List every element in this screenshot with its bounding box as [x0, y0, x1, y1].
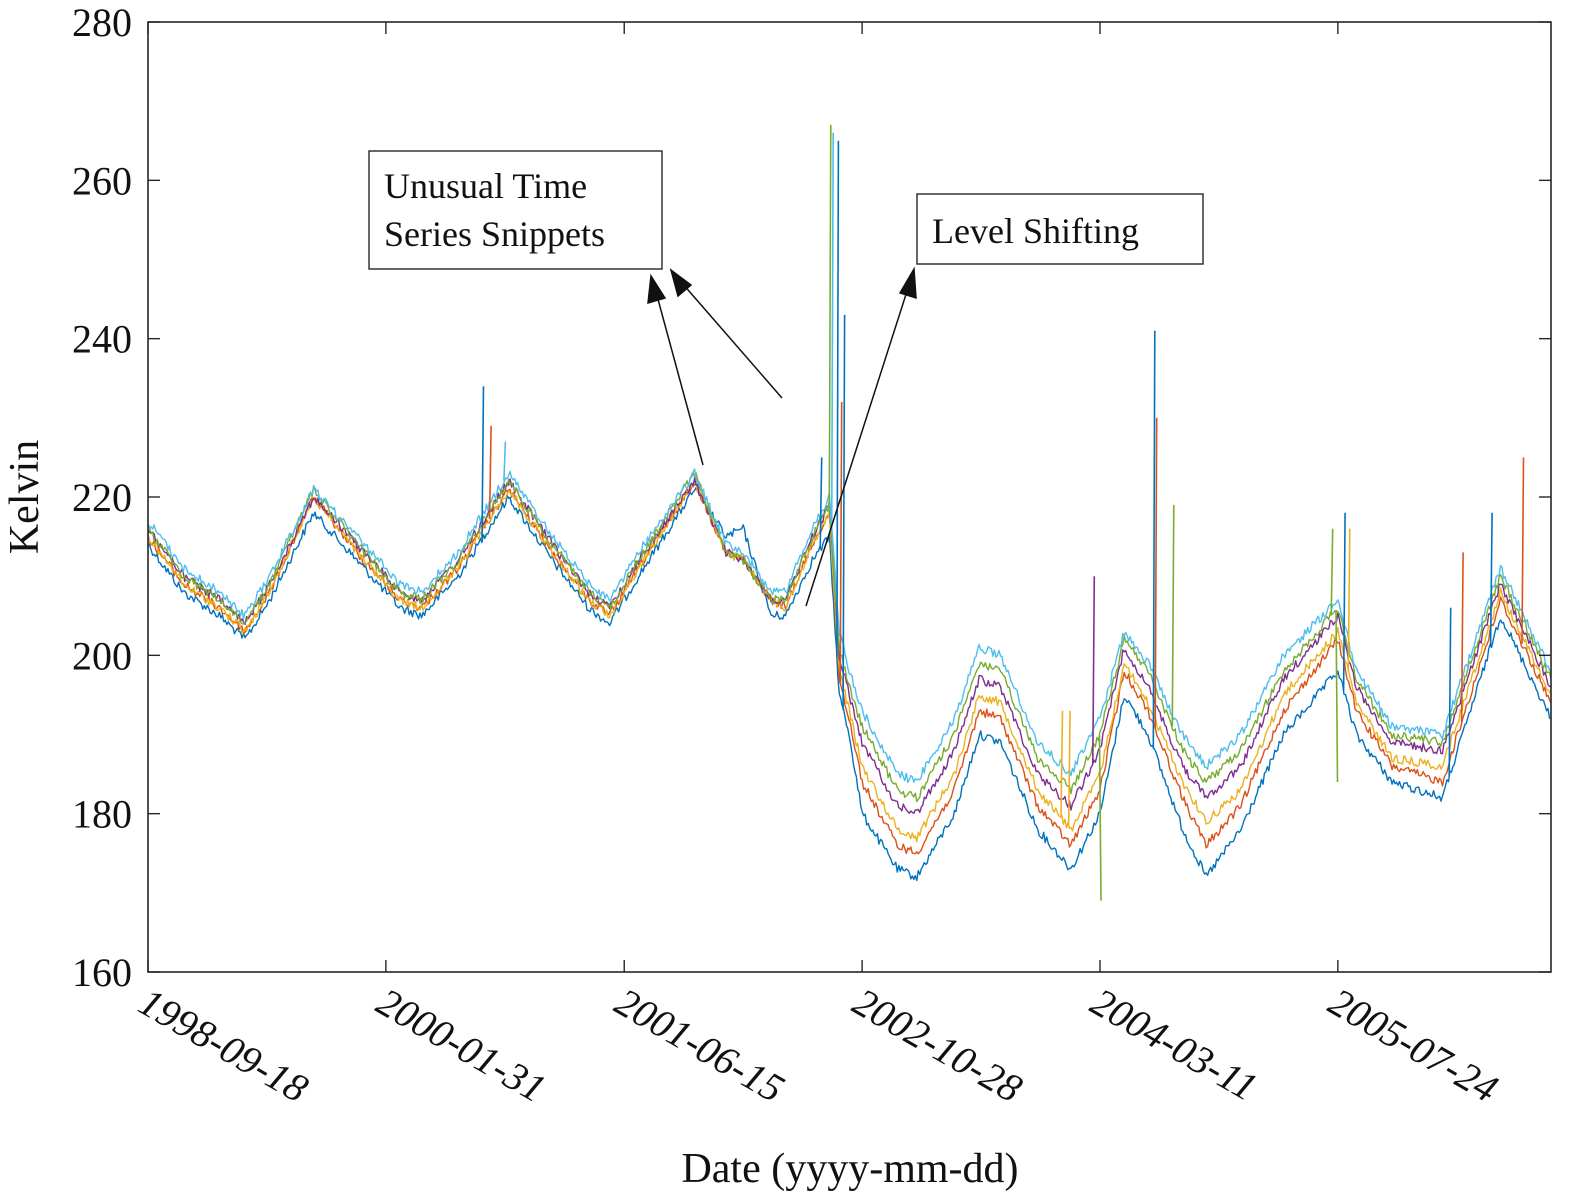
- spike-mark: [842, 314, 846, 711]
- arrow-line: [681, 282, 783, 399]
- y-axis: 160 180 200 220 240 260 280: [72, 0, 1551, 995]
- spike-mark: [1342, 512, 1346, 691]
- arrow-line: [655, 291, 704, 466]
- spike-mark: [1521, 457, 1525, 644]
- spike-mark: [481, 386, 485, 539]
- arrow-head: [647, 273, 667, 305]
- series-line-1: [147, 486, 1552, 882]
- spike-mark: [1448, 607, 1452, 777]
- y-tick-label: 240: [72, 317, 132, 362]
- x-tick-label: 2002-10-28: [846, 979, 1030, 1111]
- spike-mark: [503, 441, 507, 481]
- arrow-head: [898, 266, 917, 300]
- spike-mark: [1335, 610, 1339, 783]
- y-axis-label: Kelvin: [2, 440, 48, 554]
- annotation-text-line: Unusual Time: [384, 166, 587, 206]
- annotation-arrows: [647, 266, 917, 607]
- spike-layer: [481, 124, 1525, 901]
- spike-mark: [1489, 512, 1493, 648]
- y-tick-label: 280: [72, 0, 132, 45]
- y-tick-label: 260: [72, 158, 132, 203]
- spike-mark: [1098, 735, 1102, 901]
- series-line-6: [147, 468, 1552, 784]
- y-tick-label: 180: [72, 792, 132, 837]
- spike-mark: [819, 457, 823, 550]
- y-tick-label: 220: [72, 475, 132, 520]
- series-line-2: [147, 483, 1552, 855]
- spike-mark: [1347, 528, 1351, 672]
- arrow-line: [805, 284, 910, 607]
- spike-mark: [1067, 710, 1071, 827]
- arrow-head: [669, 268, 693, 298]
- annotation-unusual-snippets: Unusual Time Series Snippets: [368, 150, 663, 270]
- x-tick-label: 2000-01-31: [369, 979, 553, 1111]
- x-tick-label: 1998-09-18: [132, 979, 316, 1111]
- plot-area-frame: [147, 21, 1552, 973]
- x-tick-label: 2004-03-11: [1084, 979, 1266, 1110]
- annotation-box: [916, 193, 1204, 265]
- spike-mark: [1330, 528, 1334, 616]
- series-line-4: [147, 477, 1552, 814]
- spike-mark: [1154, 417, 1158, 729]
- x-axis-label: Date (yyyy-mm-dd): [681, 1146, 1018, 1192]
- x-tick-label: 2001-06-15: [608, 979, 792, 1111]
- annotation-text-line: Series Snippets: [384, 214, 605, 254]
- annotation-box: [368, 150, 663, 270]
- spike-mark: [1460, 552, 1464, 723]
- spike-mark: [1171, 504, 1175, 727]
- y-tick-label: 160: [72, 950, 132, 995]
- x-tick-label: 2005-07-24: [1321, 979, 1505, 1111]
- spike-mark: [488, 425, 492, 520]
- series-line-5: [148, 471, 1552, 803]
- annotation-text-line: Level Shifting: [932, 211, 1139, 251]
- spike-mark: [830, 132, 835, 530]
- series-layer: [147, 468, 1552, 882]
- spike-mark: [839, 401, 843, 683]
- y-tick-label: 200: [72, 633, 132, 678]
- annotation-level-shifting: Level Shifting: [916, 193, 1204, 265]
- spike-mark: [836, 140, 840, 658]
- spike-mark: [1152, 330, 1156, 749]
- spike-mark: [1092, 576, 1096, 765]
- spike-mark: [1060, 710, 1064, 818]
- spike-mark: [828, 124, 832, 505]
